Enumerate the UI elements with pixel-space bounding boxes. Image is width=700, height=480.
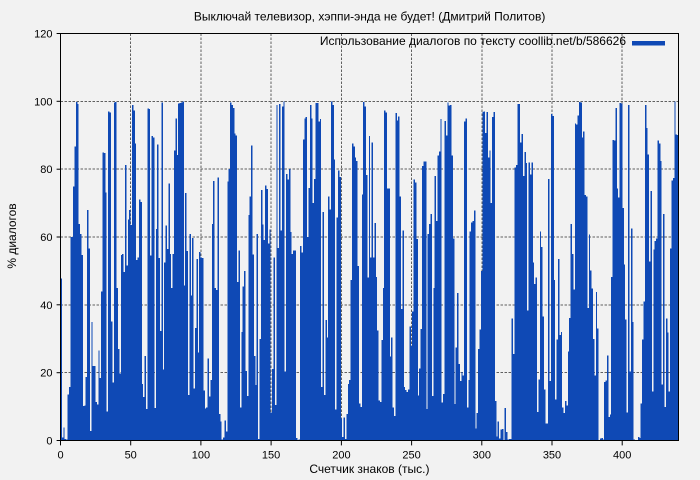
svg-text:100: 100 xyxy=(34,96,52,108)
svg-text:20: 20 xyxy=(40,368,52,380)
svg-text:400: 400 xyxy=(613,449,631,461)
svg-text:Использование диалогов по текс: Использование диалогов по тексту coollib… xyxy=(320,34,626,48)
svg-text:120: 120 xyxy=(34,29,52,41)
svg-text:40: 40 xyxy=(40,300,52,312)
svg-text:300: 300 xyxy=(473,449,491,461)
svg-text:100: 100 xyxy=(192,449,210,461)
svg-text:60: 60 xyxy=(40,232,52,244)
svg-text:50: 50 xyxy=(125,449,137,461)
svg-text:200: 200 xyxy=(332,449,350,461)
svg-text:350: 350 xyxy=(543,449,561,461)
svg-text:0: 0 xyxy=(46,436,52,448)
svg-text:Выключай телевизор, хэппи-энда: Выключай телевизор, хэппи-энда не будет!… xyxy=(194,9,546,23)
svg-text:Счетчик знаков (тыс.): Счетчик знаков (тыс.) xyxy=(309,462,429,476)
svg-text:0: 0 xyxy=(57,449,63,461)
svg-text:% диалогов: % диалогов xyxy=(5,203,19,268)
svg-text:150: 150 xyxy=(262,449,280,461)
svg-text:80: 80 xyxy=(40,164,52,176)
svg-text:250: 250 xyxy=(402,449,420,461)
